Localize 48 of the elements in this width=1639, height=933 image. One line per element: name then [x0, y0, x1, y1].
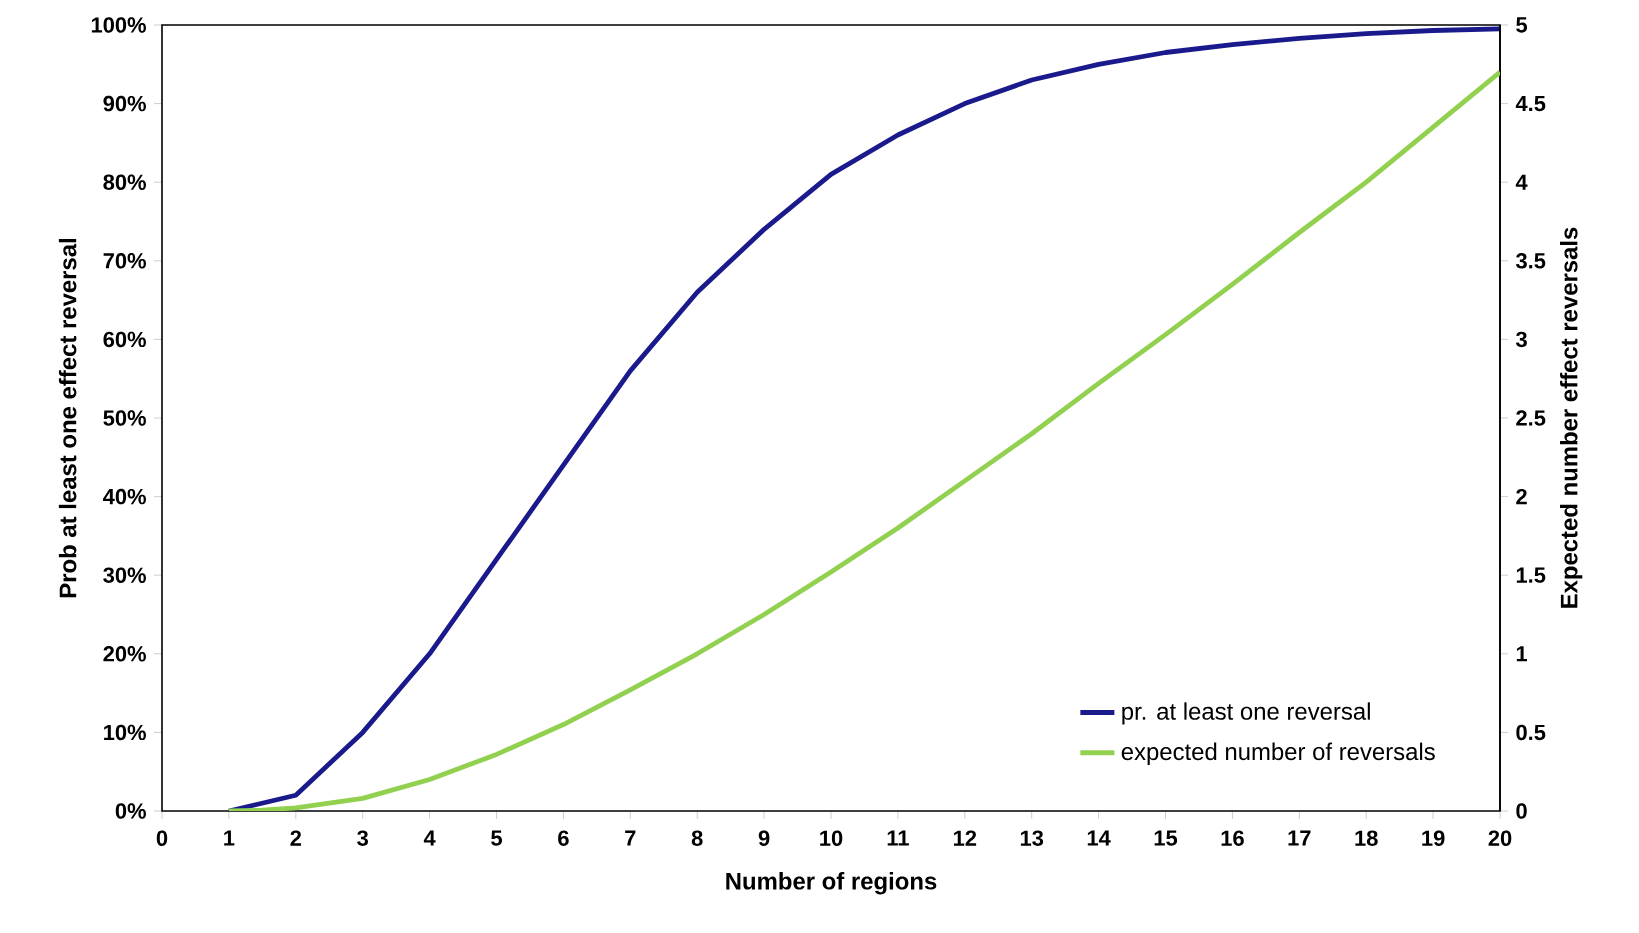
x-tick-label: 3 — [357, 830, 369, 846]
y-tick-label: 0% — [115, 803, 146, 819]
x-tick-label: 12 — [953, 830, 977, 846]
y2-axis-title: Expected number effect reversals — [1560, 227, 1583, 608]
y2-tick-label: 4.5 — [1515, 95, 1546, 112]
y-tick-label: 40% — [103, 488, 146, 505]
x-tick-label: 4 — [423, 830, 436, 846]
y2-tick-label: 5 — [1516, 17, 1528, 33]
x-axis-title: Number of regions — [726, 872, 937, 895]
x-tick-label: 10 — [820, 830, 843, 846]
x-tick-label: 11 — [887, 830, 909, 846]
y2-tick-label: 2.5 — [1516, 410, 1546, 426]
x-tick-label: 0 — [156, 830, 168, 846]
y2-tick-label: 4 — [1515, 174, 1528, 190]
x-tick-label: 15 — [1154, 830, 1178, 846]
y2-tick-label: 1 — [1516, 646, 1528, 662]
y2-tick-label: 3.5 — [1515, 253, 1546, 269]
y2-tick-label: 0.5 — [1516, 724, 1546, 741]
x-tick-label: 8 — [691, 830, 703, 846]
legend-label: pr. at least one reversal — [1122, 702, 1370, 725]
x-tick-label: 16 — [1221, 830, 1244, 846]
y-tick-label: 90% — [103, 95, 146, 112]
x-tick-label: 17 — [1288, 830, 1311, 846]
x-tick-label: 1 — [224, 830, 235, 846]
x-tick-label: 20 — [1488, 830, 1512, 846]
x-tick-label: 2 — [290, 830, 302, 846]
y-tick-label: 30% — [103, 567, 146, 583]
x-tick-label: 6 — [558, 830, 569, 846]
y2-tick-label: 1.5 — [1516, 567, 1546, 583]
x-tick-label: 14 — [1087, 830, 1111, 846]
x-tick-label: 13 — [1020, 830, 1044, 846]
x-tick-label: 19 — [1422, 830, 1445, 846]
y2-tick-label: 3 — [1515, 331, 1527, 348]
y-tick-label: 60% — [103, 331, 146, 348]
x-tick-label: 5 — [491, 830, 502, 846]
y-tick-label: 70% — [103, 253, 146, 269]
y-tick-label: 20% — [103, 646, 146, 662]
x-tick-label: 18 — [1355, 830, 1378, 846]
y-tick-label: 80% — [103, 174, 146, 190]
y-tick-label: 100% — [91, 17, 146, 33]
legend-label: expected number of reversals — [1121, 742, 1435, 765]
x-tick-label: 9 — [758, 830, 770, 846]
y-tick-label: 50% — [103, 410, 146, 426]
y-axis-title: Prob at least one effect reversal — [58, 239, 77, 598]
x-tick-label: 7 — [625, 830, 636, 846]
y-tick-label: 10% — [104, 724, 146, 741]
y2-tick-label: 0 — [1516, 803, 1527, 819]
y2-tick-label: 2 — [1516, 488, 1527, 505]
